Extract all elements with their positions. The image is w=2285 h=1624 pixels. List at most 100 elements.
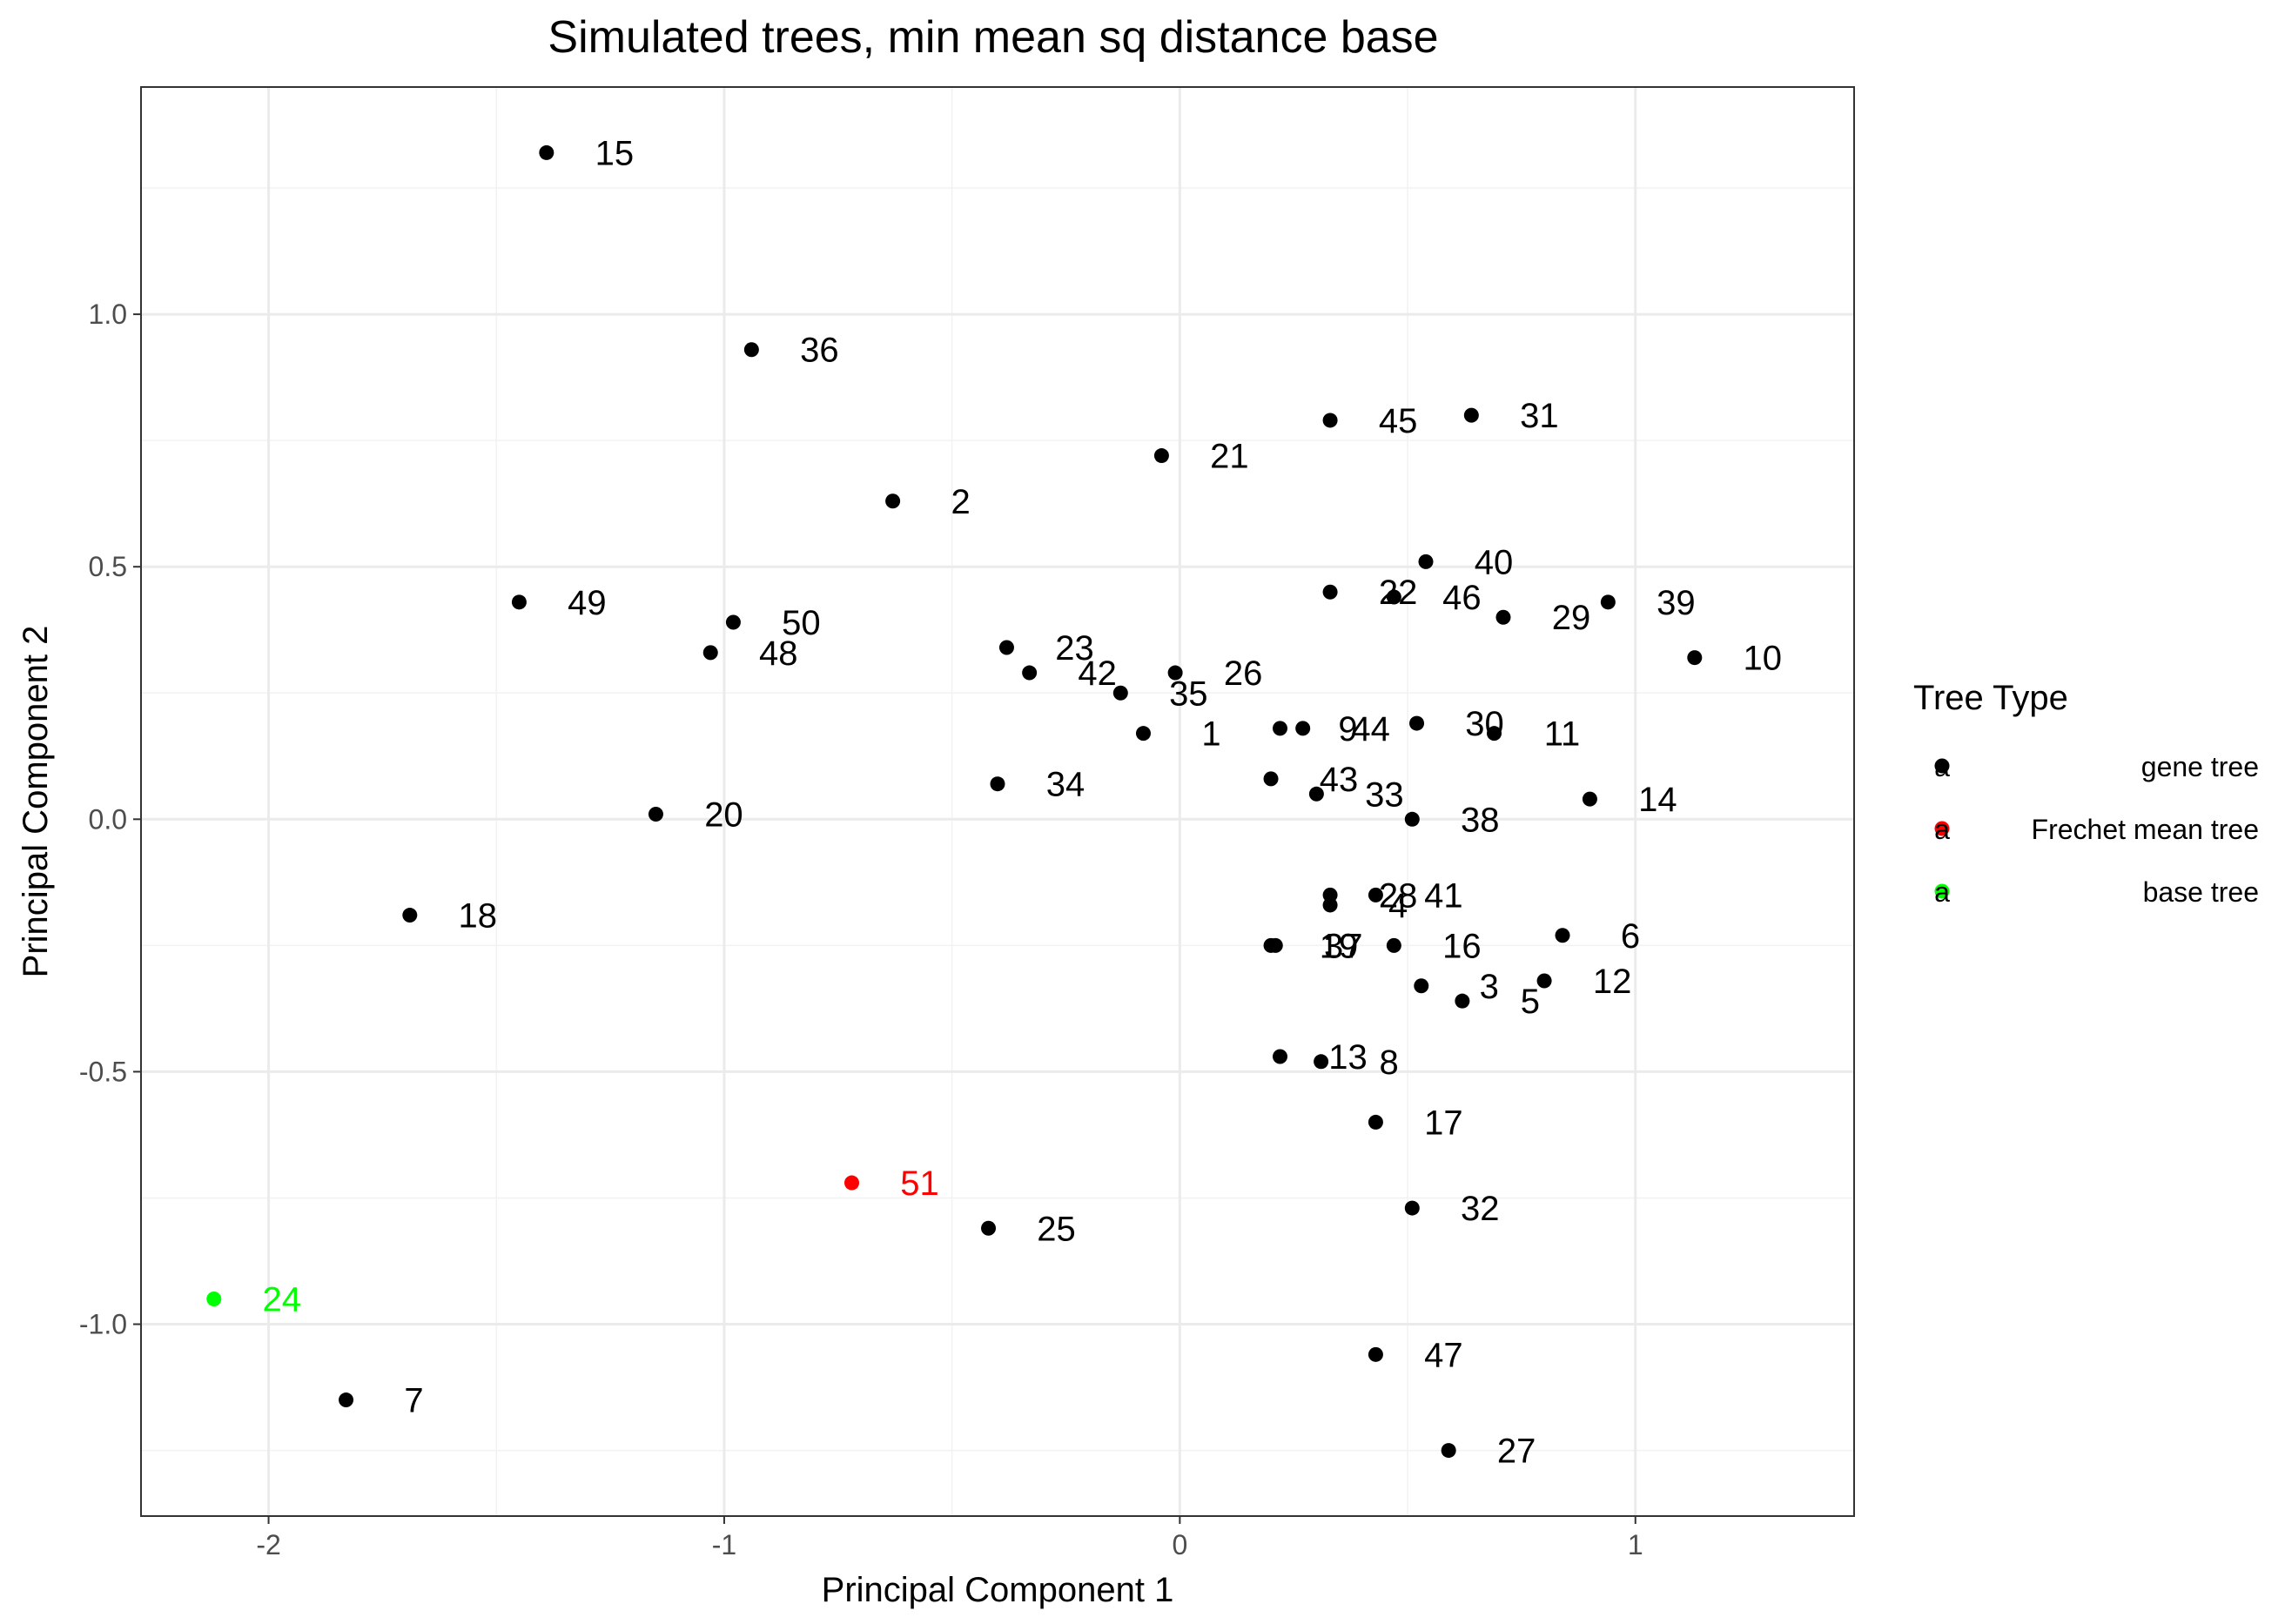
point-label-17: 17 xyxy=(1424,1104,1463,1142)
point-label-40: 40 xyxy=(1475,543,1514,581)
point-label-13: 13 xyxy=(1328,1038,1368,1077)
point-label-42: 42 xyxy=(1078,654,1117,693)
data-point-43 xyxy=(1263,771,1279,787)
point-label-23: 23 xyxy=(1055,629,1094,668)
point-label-25: 25 xyxy=(1037,1210,1076,1248)
y-axis-title: Principal Component 2 xyxy=(17,626,55,978)
legend-label: Frechet mean tree xyxy=(2032,814,2259,845)
legend-key-point xyxy=(1934,758,1950,774)
y-tick-label: -0.5 xyxy=(79,1056,127,1087)
point-label-36: 36 xyxy=(800,332,839,370)
x-axis: -2 -1 0 1 xyxy=(256,1516,1643,1560)
data-point-22 xyxy=(1322,584,1338,600)
point-label-38: 38 xyxy=(1461,801,1500,839)
point-labels-layer: 1234567891011121314151617181920212223242… xyxy=(262,134,1782,1470)
legend-items: a gene tree a Frechet mean tree a base tree xyxy=(1934,751,2259,908)
point-label-34: 34 xyxy=(1046,766,1085,804)
data-point-18 xyxy=(402,908,418,923)
x-tick-label: 0 xyxy=(1172,1529,1187,1560)
legend-key-glyph: a xyxy=(1934,814,1950,845)
point-label-14: 14 xyxy=(1638,781,1677,819)
data-point-35 xyxy=(1112,685,1128,701)
data-point-36 xyxy=(743,342,759,358)
grid-minor-lines xyxy=(141,87,1854,1516)
point-label-39: 39 xyxy=(1657,584,1696,622)
point-label-12: 12 xyxy=(1593,963,1632,1001)
data-point-24 xyxy=(206,1292,222,1307)
point-label-3: 3 xyxy=(1480,968,1499,1006)
point-label-37: 37 xyxy=(1324,927,1363,965)
point-label-43: 43 xyxy=(1320,761,1359,799)
legend-key-point xyxy=(1934,883,1950,899)
data-point-11 xyxy=(1487,726,1502,742)
plot-panel-border xyxy=(140,86,1855,1517)
point-label-8: 8 xyxy=(1379,1044,1398,1082)
data-point-14 xyxy=(1582,791,1597,807)
x-tick-label: -2 xyxy=(256,1529,280,1560)
point-label-15: 15 xyxy=(595,134,635,172)
data-point-30 xyxy=(1409,715,1425,731)
data-point-34 xyxy=(990,776,1005,792)
data-point-9 xyxy=(1273,721,1288,736)
data-point-38 xyxy=(1404,811,1420,827)
point-label-11: 11 xyxy=(1544,715,1581,754)
point-label-44: 44 xyxy=(1351,710,1390,748)
point-label-35: 35 xyxy=(1169,674,1208,713)
point-label-45: 45 xyxy=(1379,402,1418,440)
point-label-29: 29 xyxy=(1552,599,1591,637)
legend: Tree Type a gene tree a Frechet mean tree a b… xyxy=(1913,679,2259,908)
point-label-5: 5 xyxy=(1521,983,1540,1021)
data-point-15 xyxy=(539,144,554,160)
data-point-8 xyxy=(1314,1054,1329,1070)
data-point-47 xyxy=(1368,1346,1383,1362)
data-point-12 xyxy=(1536,973,1552,989)
data-point-50 xyxy=(725,614,741,630)
legend-key-glyph: a xyxy=(1934,751,1950,782)
chart-title: Simulated trees, min mean sq distance ba… xyxy=(548,12,1438,63)
plot-panel: 1234567891011121314151617181920212223242… xyxy=(140,86,1855,1517)
point-label-1: 1 xyxy=(1201,715,1220,754)
data-point-1 xyxy=(1135,726,1151,742)
point-label-20: 20 xyxy=(704,796,743,835)
point-label-30: 30 xyxy=(1465,705,1504,743)
data-point-6 xyxy=(1555,928,1570,943)
data-point-37 xyxy=(1267,937,1283,953)
point-label-19: 19 xyxy=(1320,927,1359,965)
y-tick-label: 0.5 xyxy=(89,551,127,582)
point-label-24: 24 xyxy=(262,1281,301,1319)
data-point-45 xyxy=(1322,413,1338,428)
data-point-7 xyxy=(339,1392,354,1408)
point-label-7: 7 xyxy=(404,1382,423,1420)
point-label-27: 27 xyxy=(1497,1433,1536,1471)
data-point-26 xyxy=(1167,665,1183,681)
point-label-4: 4 xyxy=(1388,887,1408,925)
point-label-50: 50 xyxy=(782,604,821,642)
data-point-2 xyxy=(885,493,901,509)
x-axis-title: Principal Component 1 xyxy=(822,1571,1174,1609)
data-point-21 xyxy=(1153,448,1169,464)
data-point-23 xyxy=(998,640,1014,655)
legend-title: Tree Type xyxy=(1913,679,2068,717)
data-point-28 xyxy=(1322,887,1338,903)
point-label-9: 9 xyxy=(1338,710,1357,748)
data-point-42 xyxy=(1022,665,1038,681)
data-point-51 xyxy=(844,1175,860,1191)
data-point-32 xyxy=(1404,1200,1420,1216)
x-tick-label: 1 xyxy=(1628,1529,1643,1560)
point-label-48: 48 xyxy=(759,634,798,673)
data-point-33 xyxy=(1308,786,1324,802)
data-point-27 xyxy=(1441,1443,1456,1459)
point-label-47: 47 xyxy=(1424,1336,1463,1374)
data-point-3 xyxy=(1414,978,1429,994)
data-point-5 xyxy=(1455,993,1470,1009)
legend-label: base tree xyxy=(2143,876,2259,908)
point-label-32: 32 xyxy=(1461,1190,1500,1228)
plot-panel-background xyxy=(141,87,1854,1516)
point-label-41: 41 xyxy=(1424,876,1463,915)
data-point-16 xyxy=(1386,937,1401,953)
data-point-46 xyxy=(1386,589,1401,605)
y-tick-label: 0.0 xyxy=(89,803,127,835)
point-label-49: 49 xyxy=(568,584,607,622)
point-label-51: 51 xyxy=(900,1164,939,1203)
